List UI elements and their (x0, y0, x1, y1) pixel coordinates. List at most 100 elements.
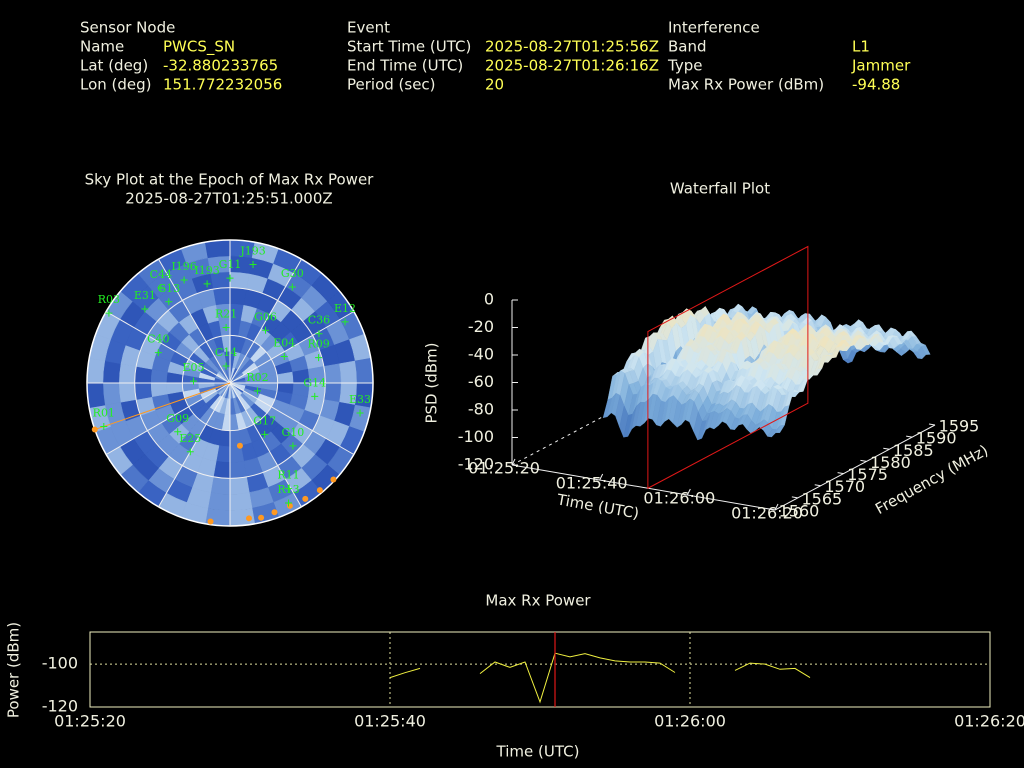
power-title: Max Rx Power (485, 592, 591, 610)
satellite-marker (105, 309, 113, 317)
field-value: 2025-08-27T01:25:56Z (485, 38, 659, 56)
sky-subtitle: 2025-08-27T01:25:51.000Z (125, 190, 332, 208)
section-title: Sensor Node (80, 19, 175, 37)
satellite-marker (285, 485, 293, 493)
sky-cell (323, 382, 342, 403)
sky-title: Sky Plot at the Epoch of Max Rx Power (85, 171, 375, 189)
satellite-label: R03 (98, 293, 120, 306)
sky-cell (118, 363, 137, 384)
sky-cell (229, 476, 250, 495)
satellite-label: G06 (254, 310, 277, 323)
satellite-label: G10 (282, 426, 305, 439)
satellite-label: G09 (166, 412, 189, 425)
time-tick-label: 01:26:20 (731, 504, 803, 523)
satellite-marker (100, 422, 108, 430)
satellite-marker (190, 377, 198, 385)
time-tick (774, 503, 779, 511)
frequency-tick (791, 496, 798, 499)
jammer-bearing (94, 382, 231, 431)
satellite-marker (165, 298, 173, 306)
sky-cell (207, 492, 231, 511)
frequency-tick-label: 1565 (801, 489, 842, 508)
field-label: Lat (deg) (80, 57, 148, 75)
power-line (389, 652, 811, 704)
satellite-label: C14 (215, 346, 237, 359)
satellite-marker (222, 362, 230, 370)
psd-surface-cell (775, 424, 785, 434)
jammer-point (258, 514, 265, 521)
sky-cell (204, 239, 231, 259)
satellite-marker (341, 318, 349, 326)
satellite-label: R13 (277, 483, 299, 496)
frequency-tick (837, 472, 844, 475)
jammer-point (330, 476, 337, 483)
field-value: -32.880233765 (163, 57, 278, 75)
z-tick-label: -120 (458, 455, 494, 474)
satellite-label: C44 (150, 268, 172, 281)
field-value: L1 (852, 38, 870, 56)
satellite-marker (249, 260, 257, 268)
satellite-label: G14 (303, 376, 326, 389)
frequency-tick-label: 1595 (939, 417, 980, 436)
z-tick-label: -20 (468, 317, 494, 336)
jammer-point (236, 442, 243, 449)
section-title: Interference (668, 19, 760, 37)
time-axis (511, 464, 776, 511)
time-tick (686, 488, 691, 496)
sky-cell (102, 382, 121, 406)
satellite-label: G17 (253, 414, 276, 427)
z-tick-label: -40 (468, 345, 494, 364)
z-tick-label: 0 (484, 290, 494, 309)
sky-cell (354, 357, 374, 384)
satellite-label: I196 (171, 260, 196, 273)
sky-cell (102, 360, 121, 384)
epoch-plane (647, 245, 809, 490)
satellite-marker (288, 283, 296, 291)
satellite-marker (311, 392, 319, 400)
satellite-marker (253, 387, 261, 395)
satellite-marker (262, 326, 270, 334)
satellite-label: G11 (219, 258, 242, 271)
y-axis-label: Power (dBm) (5, 622, 23, 718)
satellite-label: E12 (334, 302, 356, 315)
time-tick-label: 01:25:40 (556, 474, 628, 493)
frequency-tick (860, 459, 867, 462)
frequency-tick-label: 1560 (779, 502, 820, 521)
jammer-point (246, 515, 253, 522)
satellite-label: R09 (307, 338, 329, 351)
field-value: PWCS_SN (163, 38, 235, 57)
satellite-marker (261, 430, 269, 438)
frequency-axis (774, 424, 936, 511)
z-tick-label: -60 (468, 372, 494, 391)
jammer-point (286, 502, 293, 509)
satellite-marker (154, 349, 162, 357)
sky-cell (229, 460, 247, 479)
sky-cell (210, 476, 231, 495)
frequency-tick (928, 423, 936, 426)
sky-cell (86, 357, 106, 384)
sky-cell (323, 363, 342, 384)
frequency-tick-label: 1585 (893, 441, 934, 460)
satellite-label: E04 (273, 337, 295, 350)
satellite-marker (280, 353, 288, 361)
waterfall-title: Waterfall Plot (670, 180, 770, 198)
field-value: 151.772232056 (163, 76, 282, 94)
field-label: Start Time (UTC) (347, 38, 471, 56)
y-tick-label: -120 (42, 697, 78, 716)
field-value: 20 (485, 76, 504, 94)
psd-surface (602, 303, 931, 441)
satellite-label: C36 (308, 314, 330, 327)
y-tick-label: -100 (42, 654, 78, 673)
field-value: 2025-08-27T01:26:16Z (485, 57, 659, 75)
satellite-label: G13 (157, 282, 180, 295)
sky-cell (213, 287, 231, 306)
time-tick-label: 01:25:20 (468, 459, 540, 478)
sky-cell (339, 360, 358, 384)
frequency-tick (883, 447, 890, 450)
satellite-marker (289, 442, 297, 450)
sky-cell (229, 271, 250, 290)
sky-cell (134, 382, 153, 400)
section-title: Event (347, 19, 390, 37)
satellite-marker (180, 276, 188, 284)
